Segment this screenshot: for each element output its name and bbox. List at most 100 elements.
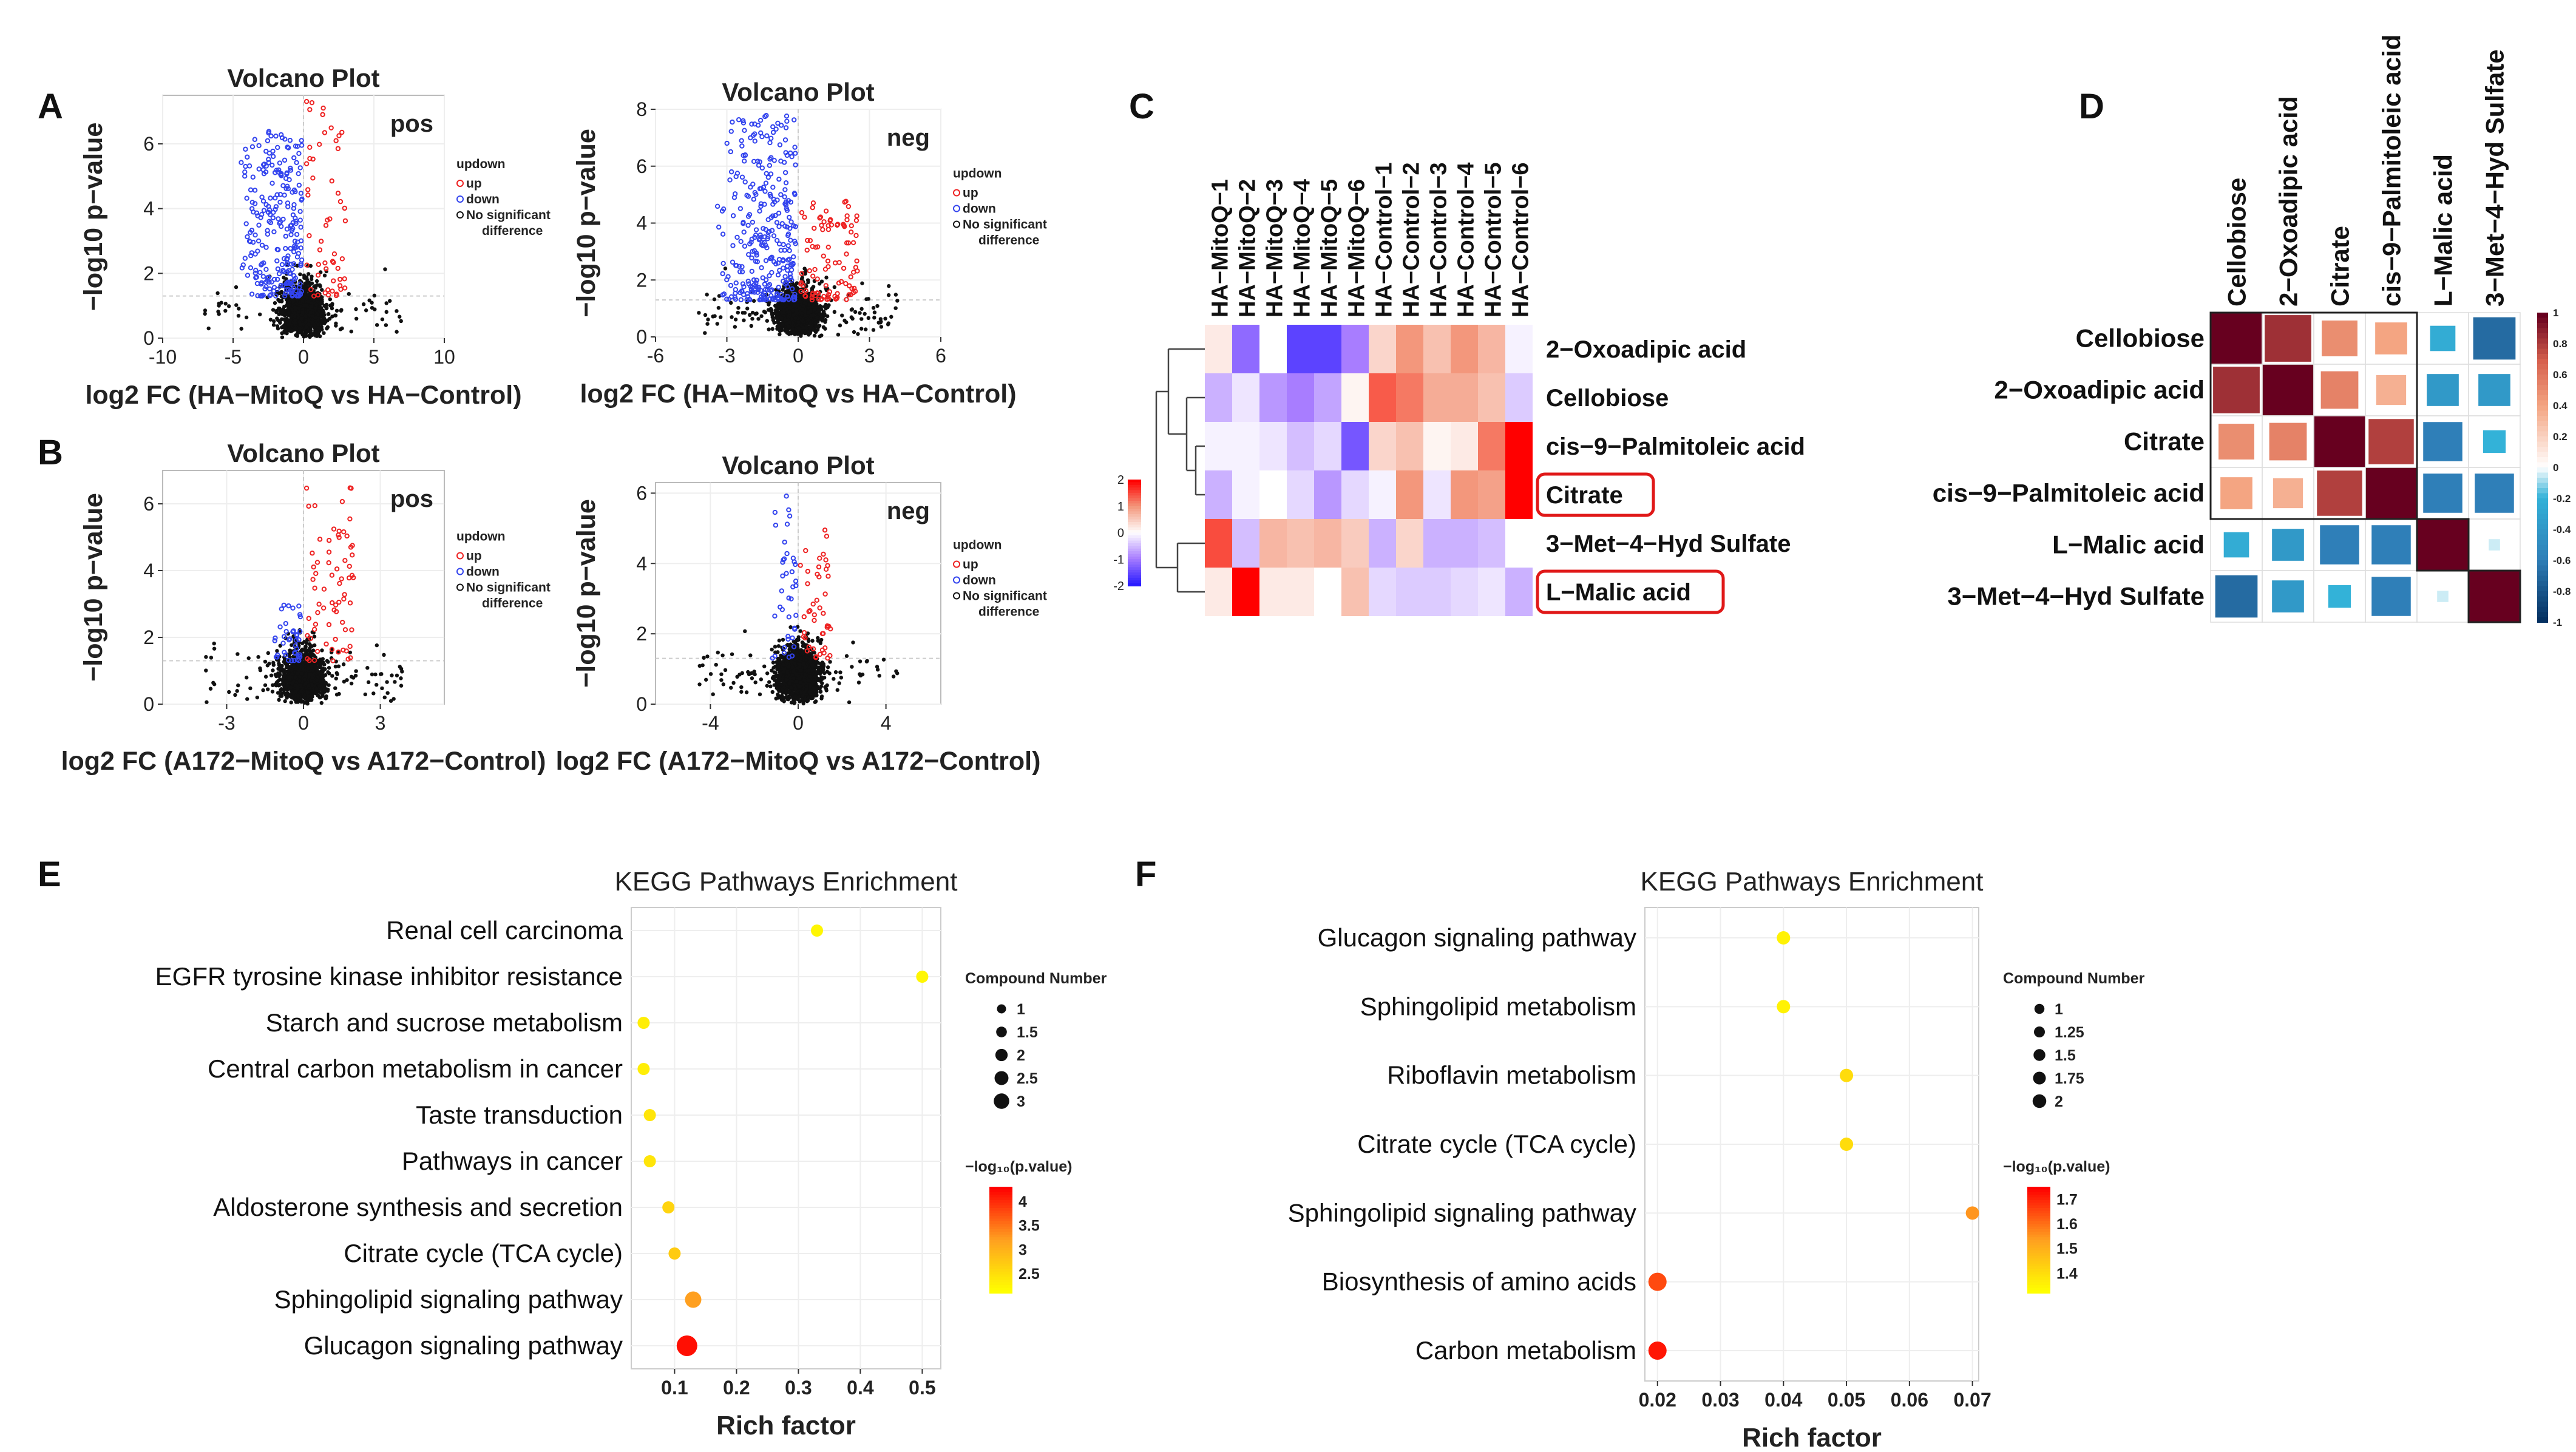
data-point-down [245, 154, 250, 160]
data-point-down [787, 248, 792, 254]
data-point-down [792, 239, 798, 244]
data-point-down [281, 256, 287, 262]
data-point-up [810, 205, 815, 211]
data-point-down [266, 129, 272, 134]
data-point-ns [205, 700, 209, 704]
data-point-down [297, 165, 303, 171]
x-tick-label: 3 [864, 345, 875, 367]
data-point-ns [298, 272, 302, 277]
data-point-ns [379, 672, 384, 676]
data-point-ns [288, 685, 293, 690]
data-point-down [736, 117, 742, 123]
data-point-ns [309, 304, 314, 309]
data-point-ns [211, 680, 215, 685]
data-point-down [271, 277, 277, 282]
data-point-ns [290, 643, 294, 647]
data-point-down [746, 252, 751, 257]
data-point-up [815, 276, 820, 282]
data-point-down [258, 293, 263, 299]
data-point-ns [733, 317, 738, 322]
x-tick-label: -5 [225, 346, 242, 368]
data-point-up [849, 286, 855, 291]
data-point-ns [324, 305, 328, 309]
data-point-down [244, 195, 249, 201]
data-point-up [303, 161, 310, 166]
data-point-up [798, 288, 804, 294]
data-point-up [328, 125, 334, 131]
x-axis-label: log2 FC (A172−MitoQ vs A172−Control) [61, 747, 546, 776]
data-point-down [763, 180, 769, 186]
data-point-up [846, 203, 852, 209]
data-point-up [822, 266, 829, 272]
data-point-down [274, 276, 280, 282]
legend-label-down: down [466, 192, 500, 206]
data-point-down [791, 117, 797, 123]
data-point-ns [279, 309, 283, 314]
data-point-down [261, 208, 267, 213]
data-point-ns [729, 300, 733, 305]
data-point-down [259, 194, 265, 200]
data-point-down [270, 154, 276, 159]
data-point-ns [808, 322, 812, 326]
data-point-ns [303, 314, 308, 319]
data-point-ns [328, 297, 333, 302]
data-point-up [308, 287, 314, 293]
data-point-ns [871, 305, 876, 310]
data-point-ns [226, 304, 231, 308]
data-point-ns [823, 317, 828, 322]
data-point-down [285, 183, 290, 189]
data-point-ns [235, 689, 239, 693]
data-point-down [728, 283, 734, 288]
data-point-up [843, 280, 849, 287]
legend-label-ns-cont: difference [978, 234, 1039, 248]
data-point-up [307, 144, 313, 150]
data-point-up [803, 294, 808, 299]
x-tick-label: 0 [793, 345, 804, 367]
data-point-down [297, 217, 303, 223]
data-point-ns [314, 691, 318, 696]
data-point-ns [293, 689, 297, 693]
data-point-ns [781, 637, 785, 642]
data-point-down [764, 171, 769, 177]
data-point-ns [759, 314, 764, 319]
data-point-down [778, 296, 784, 302]
data-point-ns [864, 327, 868, 331]
data-point-ns [234, 285, 239, 290]
data-point-ns [380, 317, 385, 322]
data-point-down [769, 254, 774, 260]
data-point-ns [281, 676, 286, 680]
data-point-ns [297, 305, 301, 310]
data-point-ns [772, 321, 776, 325]
data-point-ns [246, 656, 251, 660]
data-point-ns [798, 298, 802, 302]
data-point-up [336, 133, 342, 138]
x-tick-label: 6 [935, 345, 946, 367]
data-point-down [737, 206, 744, 211]
data-point-ns [818, 308, 822, 313]
chart-title: Volcano Plot [227, 439, 379, 467]
data-point-ns [736, 305, 741, 310]
data-point-ns [807, 333, 811, 337]
data-point-down [260, 198, 266, 204]
data-point-down [268, 133, 274, 139]
data-point-ns [299, 690, 303, 694]
data-point-down [754, 253, 759, 258]
data-point-down [745, 223, 751, 228]
data-point-down [756, 287, 761, 293]
data-point-down [291, 249, 297, 254]
data-point-ns [301, 332, 305, 336]
data-point-ns [863, 311, 867, 316]
data-point-down [788, 267, 795, 273]
data-point-ns [283, 699, 287, 704]
data-point-up [853, 217, 859, 223]
data-point-down [255, 293, 260, 299]
data-point-ns [844, 320, 849, 325]
data-point-ns [887, 283, 891, 288]
data-point-down [277, 220, 282, 226]
data-point-ns [822, 312, 827, 317]
data-point-down [770, 129, 776, 135]
data-point-ns [754, 311, 759, 316]
data-point-down [765, 217, 771, 223]
data-point-ns [850, 307, 855, 311]
data-point-down [764, 245, 770, 251]
